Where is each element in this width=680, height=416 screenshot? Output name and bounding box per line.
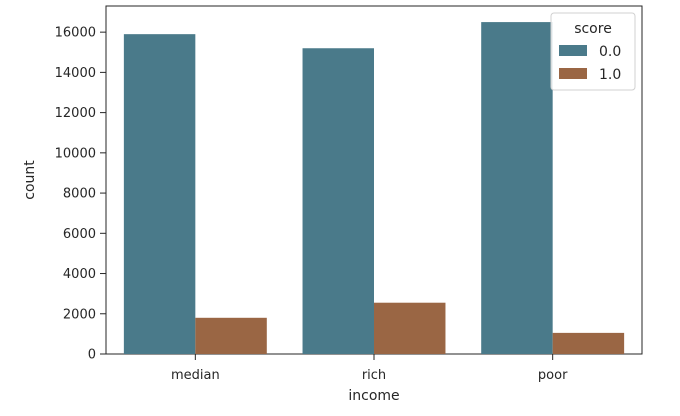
- x-tick-label-median: median: [171, 368, 220, 383]
- y-tick-label: 8000: [63, 187, 96, 202]
- y-tick-label: 12000: [55, 106, 96, 121]
- y-tick-label: 0: [88, 348, 96, 363]
- y-axis: 0 2000 4000 6000 8000 10000 12000 14000 16000: [55, 26, 106, 363]
- legend-swatch-0_0: [559, 45, 587, 56]
- y-tick-label: 4000: [63, 267, 96, 282]
- legend-swatch-1_0: [559, 68, 587, 79]
- y-tick-label: 14000: [55, 66, 96, 81]
- y-tick-label: 6000: [63, 227, 96, 242]
- bar-poor-score-0_0: [481, 22, 553, 354]
- y-axis-label: count: [22, 160, 38, 200]
- x-axis-label: income: [348, 388, 399, 404]
- bar-rich-score-1_0: [374, 302, 446, 354]
- bar-median-score-1_0: [195, 317, 267, 354]
- x-tick-label-poor: poor: [538, 368, 568, 383]
- x-axis: median rich poor: [171, 354, 568, 383]
- bars-group: [123, 22, 625, 355]
- bar-rich-score-0_0: [302, 48, 374, 355]
- y-tick-label: 16000: [55, 26, 96, 41]
- bar-median-score-0_0: [123, 34, 196, 354]
- bar-poor-score-1_0: [552, 332, 625, 354]
- x-tick-label-rich: rich: [362, 368, 386, 383]
- legend-title: score: [574, 21, 612, 37]
- legend: score 0.0 1.0: [550, 12, 636, 91]
- legend-label-1_0: 1.0: [599, 67, 621, 83]
- legend-label-0_0: 0.0: [599, 44, 621, 60]
- y-tick-label: 2000: [63, 307, 96, 322]
- y-tick-label: 10000: [55, 146, 96, 161]
